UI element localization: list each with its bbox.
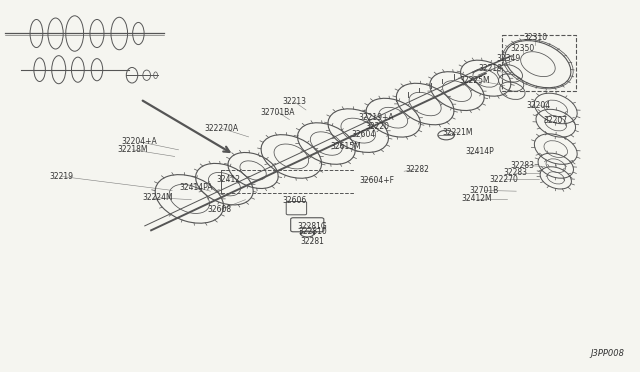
Text: 32283: 32283 xyxy=(511,161,534,170)
Text: J3PP008: J3PP008 xyxy=(591,349,625,358)
Text: 32701BA: 32701BA xyxy=(260,108,295,117)
Text: 322810: 322810 xyxy=(298,227,327,235)
Text: 32220: 32220 xyxy=(365,122,389,131)
Text: 32204+A: 32204+A xyxy=(121,137,157,146)
Text: 32218M: 32218M xyxy=(117,145,148,154)
Text: 322270A: 322270A xyxy=(205,124,239,133)
Text: 322270: 322270 xyxy=(489,175,518,184)
Text: 32282: 32282 xyxy=(406,164,429,173)
Text: 32219+A: 32219+A xyxy=(358,113,394,122)
Text: 32225M: 32225M xyxy=(460,76,490,84)
Bar xyxy=(502,35,576,92)
Text: 32221M: 32221M xyxy=(442,128,473,137)
Text: 32281: 32281 xyxy=(300,237,324,246)
Text: 32219: 32219 xyxy=(479,64,503,73)
Text: 32213: 32213 xyxy=(282,97,307,106)
Text: 32412: 32412 xyxy=(216,175,240,184)
Text: 32414PA: 32414PA xyxy=(180,183,213,192)
Text: 32224M: 32224M xyxy=(143,193,173,202)
Text: 32412M: 32412M xyxy=(461,194,492,203)
Text: 32615M: 32615M xyxy=(330,142,361,151)
Text: 32219: 32219 xyxy=(49,172,74,181)
Text: 32604: 32604 xyxy=(351,130,376,139)
Text: 32281G: 32281G xyxy=(298,222,327,231)
Text: 32310: 32310 xyxy=(524,33,547,42)
Text: 32604+F: 32604+F xyxy=(360,176,395,185)
Text: 32608: 32608 xyxy=(208,205,232,214)
Text: 32414P: 32414P xyxy=(465,147,493,156)
Text: 32350: 32350 xyxy=(511,44,535,53)
Text: 32606: 32606 xyxy=(282,196,307,205)
Text: 32349: 32349 xyxy=(497,54,521,63)
Text: 32207: 32207 xyxy=(544,116,568,125)
Text: 32701B: 32701B xyxy=(470,186,499,195)
Text: 32204: 32204 xyxy=(527,101,550,110)
Text: 32283: 32283 xyxy=(503,168,527,177)
